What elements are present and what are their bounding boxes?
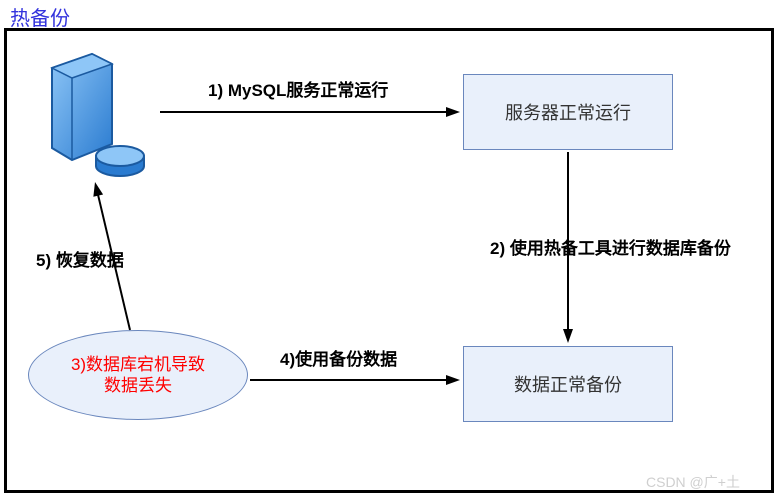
- node-db-crash: 3)数据库宕机导致 数据丢失: [28, 330, 248, 420]
- node-db-crash-text: 3)数据库宕机导致 数据丢失: [71, 354, 205, 397]
- database-server-icon: [42, 48, 152, 178]
- watermark: CSDN @广+土: [646, 472, 740, 492]
- edge-label-4-text: 4)使用备份数据: [280, 350, 397, 369]
- node-db-crash-line2: 数据丢失: [104, 376, 172, 395]
- edge-label-1: 1) MySQL服务正常运行: [208, 76, 388, 101]
- watermark-text: CSDN @广+土: [646, 474, 740, 490]
- edge-label-1-text: 1) MySQL服务正常运行: [208, 81, 388, 100]
- diagram-title: 热备份: [10, 2, 70, 31]
- edge-label-5-text: 5) 恢复数据: [36, 251, 124, 270]
- edge-label-4: 4)使用备份数据: [280, 345, 397, 370]
- node-server-running-text: 服务器正常运行: [505, 99, 631, 125]
- edge-label-5: 5) 恢复数据: [36, 246, 124, 271]
- node-backup-ok-text: 数据正常备份: [514, 371, 622, 397]
- node-db-crash-line1: 3)数据库宕机导致: [71, 355, 205, 374]
- edge-label-2-text: 2) 使用热备工具进行数据库备份: [490, 239, 731, 258]
- node-backup-ok: 数据正常备份: [463, 346, 673, 422]
- diagram-title-text: 热备份: [10, 8, 70, 30]
- node-server-running: 服务器正常运行: [463, 74, 673, 150]
- edge-label-2: 2) 使用热备工具进行数据库备份: [490, 234, 731, 259]
